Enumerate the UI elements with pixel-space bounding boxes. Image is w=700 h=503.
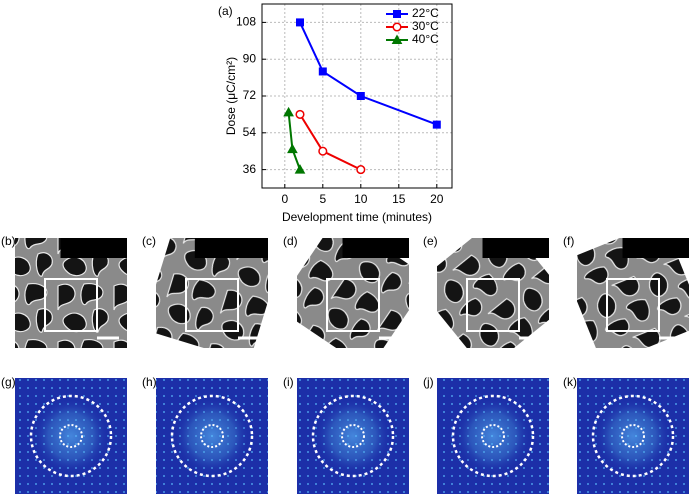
fft-glow [33,398,109,474]
x-tick-label: 15 [392,192,406,206]
fft-glow [455,398,531,474]
fft-glow [174,398,250,474]
panel-label: (h) [142,375,157,389]
fft-ring-inner [341,424,365,448]
legend-label: 40°C [412,32,439,46]
x-tick-label: 10 [354,192,368,206]
panel-label: (j) [423,375,434,389]
series-line [287,112,301,170]
x-tick-label: 0 [281,192,288,206]
legend-label: 30°C [412,19,439,33]
roi-box [606,278,660,332]
panel-label: (i) [283,375,294,389]
roi-box [326,278,380,332]
caption: 40°C 2 min [626,240,686,254]
y-tick-label: 72 [243,88,257,102]
panel-label: (k) [563,375,577,389]
panel-label: (g) [1,375,16,389]
fft-glow [595,398,671,474]
panel-label: (f) [563,234,574,248]
fft-ring-outer [29,394,113,478]
sem-image [156,238,268,348]
fft-ring-outer [170,394,254,478]
series-line [299,21,438,126]
fft-ring-outer [451,394,535,478]
marker [283,106,294,117]
legend-label: 22°C [412,6,439,20]
roi-box [466,278,520,332]
panel-label: (d) [283,234,298,248]
marker [287,143,298,154]
panel-label: (c) [142,234,156,248]
fft-ring-inner [481,424,505,448]
marker [294,164,306,174]
fft-ring-inner [621,424,645,448]
caption-bg [342,238,409,258]
caption-bg [482,238,549,258]
panel-label: (e) [423,234,438,248]
fft-ring-outer [311,394,395,478]
sem-clip [156,238,268,348]
caption: 30°C 5 min [346,240,406,254]
fft-ring-outer [591,394,675,478]
plot-frame [261,3,453,189]
fft-glow [315,398,391,474]
marker [318,146,328,156]
caption-bg [622,238,689,258]
marker [296,18,304,27]
marker [391,34,403,44]
marker [318,67,327,76]
fft-ring-inner [59,424,83,448]
x-axis-label: Development time (minutes) [282,210,432,224]
roi-box [44,278,98,332]
marker [393,10,401,18]
panel-label: (b) [1,234,16,248]
roi-box [185,278,239,332]
y-tick-label: 108 [236,15,256,29]
marker [356,92,365,100]
caption: 22°C 2 min [64,240,124,254]
marker [432,120,441,129]
y-tick-label: 54 [243,125,257,139]
y-axis-label: Dose (μC/cm²) [224,57,238,135]
marker [392,22,402,32]
marker [356,165,366,175]
panel-label: (a) [218,4,233,18]
x-tick-label: 20 [430,192,444,206]
caption-bg [60,238,127,258]
caption: 22°C 20 min [198,240,264,254]
caption-bg [194,238,268,258]
marker [295,109,305,119]
caption: 40°C 1 min [486,240,546,254]
x-tick-label: 5 [319,192,326,206]
y-tick-label: 36 [243,162,257,176]
y-tick-label: 90 [243,51,257,65]
fft-ring-inner [200,424,224,448]
series-line [299,113,362,171]
